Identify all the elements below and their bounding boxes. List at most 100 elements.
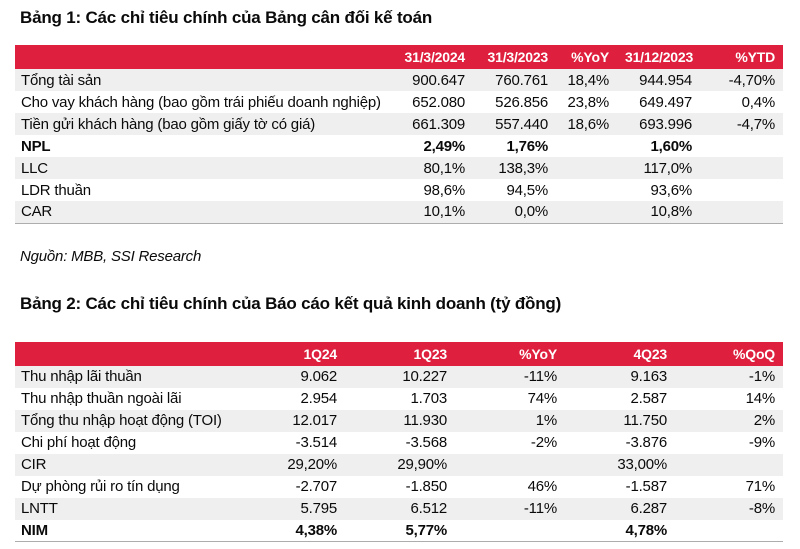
value-cell bbox=[700, 179, 783, 201]
row-label: LDR thuần bbox=[21, 181, 91, 199]
income-statement-table: 1Q24 1Q23 %YoY 4Q23 %QoQ Thu nhập lãi thuần 9… bbox=[15, 341, 783, 542]
value-cell: 11.930 bbox=[403, 412, 447, 429]
value-cell: 33,00% bbox=[617, 456, 667, 473]
value-cell: -11% bbox=[523, 368, 557, 385]
value-cell: -9% bbox=[748, 434, 775, 451]
value-cell bbox=[455, 454, 565, 476]
value-cell: 1,76% bbox=[506, 137, 548, 155]
row-label: Cho vay khách hàng (bao gồm trái phiếu d… bbox=[21, 93, 381, 111]
value-cell: 10,1% bbox=[423, 203, 465, 221]
value-cell: 693.996 bbox=[639, 115, 692, 133]
value-cell: 94,5% bbox=[506, 181, 548, 199]
value-cell: -1.587 bbox=[625, 478, 668, 495]
header-cell: 31/3/2023 bbox=[473, 45, 556, 69]
value-cell: -3.876 bbox=[625, 434, 668, 451]
row-label: Thu nhập thuần ngoài lãi bbox=[21, 390, 182, 407]
value-cell: -1.850 bbox=[405, 478, 448, 495]
value-cell: 557.440 bbox=[495, 115, 548, 133]
value-cell: 71% bbox=[745, 478, 776, 495]
value-cell bbox=[455, 520, 565, 542]
value-cell: 2% bbox=[753, 412, 775, 429]
balance-sheet-table-body: Tổng tài sản 900.647 760.761 18,4% 944.954 -4… bbox=[15, 69, 783, 223]
value-cell: 526.856 bbox=[495, 93, 548, 111]
value-cell: 4,38% bbox=[295, 521, 337, 539]
row-label: LLC bbox=[21, 159, 48, 177]
value-cell: 5,77% bbox=[405, 521, 447, 539]
header-cell: %YoY bbox=[455, 341, 565, 366]
header-row: 1Q24 1Q23 %YoY 4Q23 %QoQ bbox=[15, 341, 783, 366]
table-row: LNTT 5.795 6.512 -11% 6.287 -8% bbox=[15, 497, 783, 520]
header-cell: 4Q23 bbox=[565, 341, 675, 366]
value-cell: -11% bbox=[523, 500, 557, 517]
balance-sheet-table-header: 31/3/2024 31/3/2023 %YoY 31/12/2023 %YTD bbox=[15, 45, 783, 69]
table-row: Tổng thu nhập hoạt động (TOI) 12.017 11.93… bbox=[15, 409, 783, 432]
value-cell bbox=[556, 135, 617, 157]
header-spacer-cell bbox=[15, 45, 390, 69]
row-label: Tiền gửi khách hàng (bao gồm giấy tờ có … bbox=[21, 115, 316, 133]
value-cell: -3.514 bbox=[295, 434, 338, 451]
value-cell: 138,3% bbox=[498, 159, 548, 177]
row-label: LNTT bbox=[21, 500, 58, 517]
value-cell: -2% bbox=[530, 434, 557, 451]
value-cell: 12.017 bbox=[292, 412, 337, 429]
value-cell: 18,4% bbox=[567, 71, 609, 89]
table-row: LLC 80,1% 138,3% 117,0% bbox=[15, 157, 783, 179]
value-cell bbox=[675, 520, 783, 542]
table1-title: Bảng 1: Các chỉ tiêu chính của Bảng cân … bbox=[20, 8, 433, 27]
value-cell: 18,6% bbox=[567, 115, 609, 133]
value-cell: 900.647 bbox=[412, 71, 465, 89]
header-cell: 31/3/2024 bbox=[390, 45, 473, 69]
value-cell: 661.309 bbox=[412, 115, 465, 133]
source-note: Nguồn: MBB, SSI Research bbox=[20, 247, 202, 265]
value-cell: -4,70% bbox=[728, 71, 776, 89]
value-cell: 10,8% bbox=[650, 203, 692, 221]
value-cell: 6.512 bbox=[410, 500, 447, 517]
table-row: CAR 10,1% 0,0% 10,8% bbox=[15, 201, 783, 223]
value-cell: 9.062 bbox=[300, 368, 337, 385]
value-cell: 1.703 bbox=[410, 390, 447, 407]
table-row: NPL 2,49% 1,76% 1,60% bbox=[15, 135, 783, 157]
table2-title: Bảng 2: Các chỉ tiêu chính của Báo cáo k… bbox=[20, 293, 562, 313]
value-cell: -2.707 bbox=[295, 478, 338, 495]
header-cell: 1Q23 bbox=[345, 341, 455, 366]
value-cell: -4,7% bbox=[736, 115, 775, 133]
value-cell bbox=[700, 201, 783, 223]
value-cell: 93,6% bbox=[650, 181, 692, 199]
value-cell: 23,8% bbox=[567, 93, 609, 111]
row-label: CAR bbox=[21, 203, 53, 221]
header-cell: 1Q24 bbox=[235, 341, 345, 366]
value-cell: 14% bbox=[745, 390, 776, 407]
table-row: Dự phòng rủi ro tín dụng -2.707 -1.850 46% -… bbox=[15, 476, 783, 498]
value-cell: 46% bbox=[527, 478, 558, 495]
balance-sheet-table: 31/3/2024 31/3/2023 %YoY 31/12/2023 %YTD Tổn… bbox=[15, 45, 783, 224]
value-cell: 29,90% bbox=[397, 456, 447, 473]
header-spacer-cell bbox=[15, 341, 235, 366]
value-cell: 10.227 bbox=[402, 368, 447, 385]
row-label: Thu nhập lãi thuần bbox=[21, 368, 142, 385]
value-cell: 652.080 bbox=[412, 93, 465, 111]
table-row: NIM 4,38% 5,77% 4,78% bbox=[15, 520, 783, 542]
value-cell bbox=[700, 135, 783, 157]
value-cell: -1% bbox=[748, 368, 775, 385]
value-cell: 944.954 bbox=[639, 71, 692, 89]
value-cell bbox=[556, 179, 617, 201]
row-label: Dự phòng rủi ro tín dụng bbox=[21, 478, 180, 495]
value-cell: 80,1% bbox=[423, 159, 465, 177]
table-row: CIR 29,20% 29,90% 33,00% bbox=[15, 453, 783, 476]
value-cell: 117,0% bbox=[643, 159, 692, 177]
row-label: NIM bbox=[21, 521, 48, 539]
value-cell: 0,4% bbox=[741, 93, 776, 111]
header-cell: %QoQ bbox=[675, 341, 783, 366]
value-cell: 98,6% bbox=[423, 181, 465, 199]
value-cell: 1,60% bbox=[650, 137, 692, 155]
value-cell: -3.568 bbox=[405, 434, 448, 451]
table-row: Tiền gửi khách hàng (bao gồm giấy tờ có … bbox=[15, 113, 783, 135]
table-row: Tổng tài sản 900.647 760.761 18,4% 944.954 -4… bbox=[15, 69, 783, 91]
value-cell bbox=[556, 157, 617, 179]
value-cell: 0,0% bbox=[514, 203, 549, 221]
header-cell: 31/12/2023 bbox=[617, 45, 700, 69]
value-cell: 5.795 bbox=[300, 500, 337, 517]
value-cell: 2.587 bbox=[630, 390, 667, 407]
value-cell: 29,20% bbox=[287, 456, 337, 473]
